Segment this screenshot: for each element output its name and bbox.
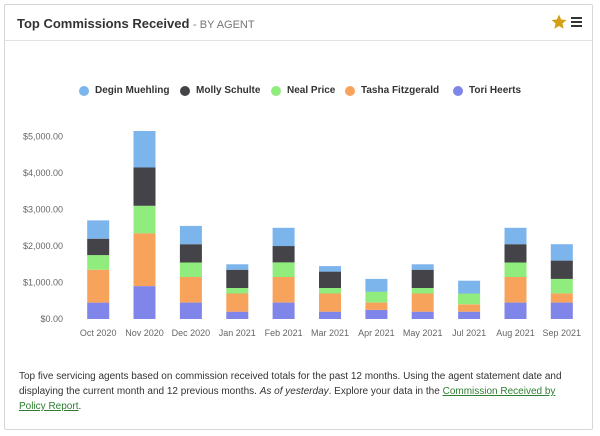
bar-segment-tori-heerts[interactable] <box>87 302 110 319</box>
bar-segment-neal-price[interactable] <box>504 262 527 277</box>
widget-header: Top Commissions Received - BY AGENT <box>5 5 592 41</box>
bar-segment-molly-schulte[interactable] <box>319 271 341 288</box>
widget-title-text: Top Commissions Received <box>17 16 190 31</box>
bar-segment-tasha-fitzgerald[interactable] <box>87 269 110 303</box>
x-tick-label: May 2021 <box>403 328 443 338</box>
bar-segment-degin-muehling[interactable] <box>133 131 156 168</box>
bar-segment-tori-heerts[interactable] <box>550 302 573 319</box>
bar-segment-degin-muehling[interactable] <box>504 227 527 245</box>
description-text: Top five servicing agents based on commi… <box>19 371 562 397</box>
commission-report-link[interactable]: Commission Received by Policy Report <box>19 386 556 412</box>
x-tick-label: Apr 2021 <box>358 328 395 338</box>
y-tick-label: $0.00 <box>40 314 63 324</box>
x-tick-label: Feb 2021 <box>265 328 303 338</box>
legend-dot <box>271 86 281 96</box>
bar-segment-molly-schulte[interactable] <box>179 244 202 263</box>
y-tick-label: $2,000.00 <box>23 241 63 251</box>
bar-segment-tasha-fitzgerald[interactable] <box>504 277 527 303</box>
bar-segment-neal-price[interactable] <box>319 288 341 294</box>
bar-segment-degin-muehling[interactable] <box>319 266 341 272</box>
bar-segment-tori-heerts[interactable] <box>319 311 341 319</box>
bar-segment-tasha-fitzgerald[interactable] <box>365 302 388 310</box>
x-tick-label: Oct 2020 <box>80 328 117 338</box>
bar-segment-tori-heerts[interactable] <box>411 311 434 319</box>
bar-segment-neal-price[interactable] <box>458 293 481 305</box>
commissions-widget: Top Commissions Received - BY AGENT Degi… <box>4 4 593 430</box>
legend-dot <box>453 86 463 96</box>
y-tick-label: $3,000.00 <box>23 205 63 215</box>
legend-dot <box>345 86 355 96</box>
legend-label: Degin Muehling <box>95 85 170 96</box>
description-emphasis: As of yesterday <box>259 386 329 397</box>
x-tick-label: Dec 2020 <box>172 328 211 338</box>
x-tick-label: Aug 2021 <box>496 328 535 338</box>
bar-segment-tasha-fitzgerald[interactable] <box>226 293 249 312</box>
bar-segment-degin-muehling[interactable] <box>87 220 110 239</box>
bar-segment-molly-schulte[interactable] <box>226 269 249 288</box>
bar-segment-molly-schulte[interactable] <box>504 244 527 263</box>
bar-segment-molly-schulte[interactable] <box>133 167 156 206</box>
description-text-middle: . Explore your data in the <box>328 386 443 397</box>
x-tick-label: Sep 2021 <box>543 328 582 338</box>
bar-segment-tasha-fitzgerald[interactable] <box>458 304 481 312</box>
bar-segment-degin-muehling[interactable] <box>458 280 481 294</box>
bar-segment-molly-schulte[interactable] <box>550 260 573 279</box>
bar-segment-tori-heerts[interactable] <box>458 311 481 319</box>
legend-label: Tori Heerts <box>469 85 522 96</box>
x-tick-label: Mar 2021 <box>311 328 349 338</box>
bar-segment-degin-muehling[interactable] <box>179 225 202 245</box>
bar-segment-neal-price[interactable] <box>87 255 110 270</box>
bar-segment-neal-price[interactable] <box>272 262 295 277</box>
description-text-end: . <box>78 401 82 412</box>
legend-label: Molly Schulte <box>196 85 261 96</box>
hamburger-menu-icon[interactable] <box>570 15 584 29</box>
legend-dot <box>79 86 89 96</box>
bar-segment-tori-heerts[interactable] <box>504 302 527 319</box>
bar-segment-tasha-fitzgerald[interactable] <box>133 233 156 287</box>
bar-segment-degin-muehling[interactable] <box>226 264 249 270</box>
widget-description: Top five servicing agents based on commi… <box>19 369 579 414</box>
bar-segment-tasha-fitzgerald[interactable] <box>411 293 434 312</box>
x-tick-label: Jan 2021 <box>219 328 256 338</box>
bar-segment-tori-heerts[interactable] <box>133 286 156 319</box>
bar-segment-tori-heerts[interactable] <box>226 311 249 319</box>
x-tick-label: Jul 2021 <box>452 328 486 338</box>
y-tick-label: $5,000.00 <box>23 132 63 142</box>
bar-segment-molly-schulte[interactable] <box>272 246 295 263</box>
bar-segment-tori-heerts[interactable] <box>365 309 388 319</box>
bar-segment-neal-price[interactable] <box>365 291 388 303</box>
legend-dot <box>180 86 190 96</box>
x-tick-label: Nov 2020 <box>125 328 164 338</box>
bar-segment-tori-heerts[interactable] <box>179 302 202 319</box>
bar-segment-tori-heerts[interactable] <box>272 302 295 319</box>
widget-subtitle: - BY AGENT <box>193 19 255 31</box>
legend-label: Tasha Fitzgerald <box>361 85 440 96</box>
bar-segment-degin-muehling[interactable] <box>550 244 573 261</box>
widget-title: Top Commissions Received - BY AGENT <box>17 16 255 31</box>
stacked-bar-chart: $0.00 $1,000.00 $2,000.00 $3,000.00 $4,000.0… <box>23 131 582 338</box>
star-icon[interactable] <box>550 13 568 31</box>
bar-segment-degin-muehling[interactable] <box>272 227 295 247</box>
bar-segment-neal-price[interactable] <box>411 288 434 294</box>
bar-segment-neal-price[interactable] <box>550 278 573 294</box>
legend-label: Neal Price <box>287 85 336 96</box>
bar-segment-degin-muehling[interactable] <box>411 264 434 270</box>
bar-segment-neal-price[interactable] <box>133 205 156 234</box>
bar-segment-tasha-fitzgerald[interactable] <box>550 293 573 303</box>
chart-legend: Degin Muehling Molly Schulte Neal Price … <box>5 83 592 99</box>
bar-segment-molly-schulte[interactable] <box>411 269 434 288</box>
bar-segment-tasha-fitzgerald[interactable] <box>179 277 202 303</box>
bar-segment-tasha-fitzgerald[interactable] <box>272 277 295 303</box>
y-tick-label: $1,000.00 <box>23 278 63 288</box>
bar-segment-neal-price[interactable] <box>226 288 249 294</box>
y-tick-label: $4,000.00 <box>23 168 63 178</box>
bar-segment-degin-muehling[interactable] <box>365 278 388 292</box>
bar-segment-neal-price[interactable] <box>179 262 202 277</box>
bar-segment-tasha-fitzgerald[interactable] <box>319 293 341 312</box>
bar-segment-molly-schulte[interactable] <box>87 238 110 256</box>
